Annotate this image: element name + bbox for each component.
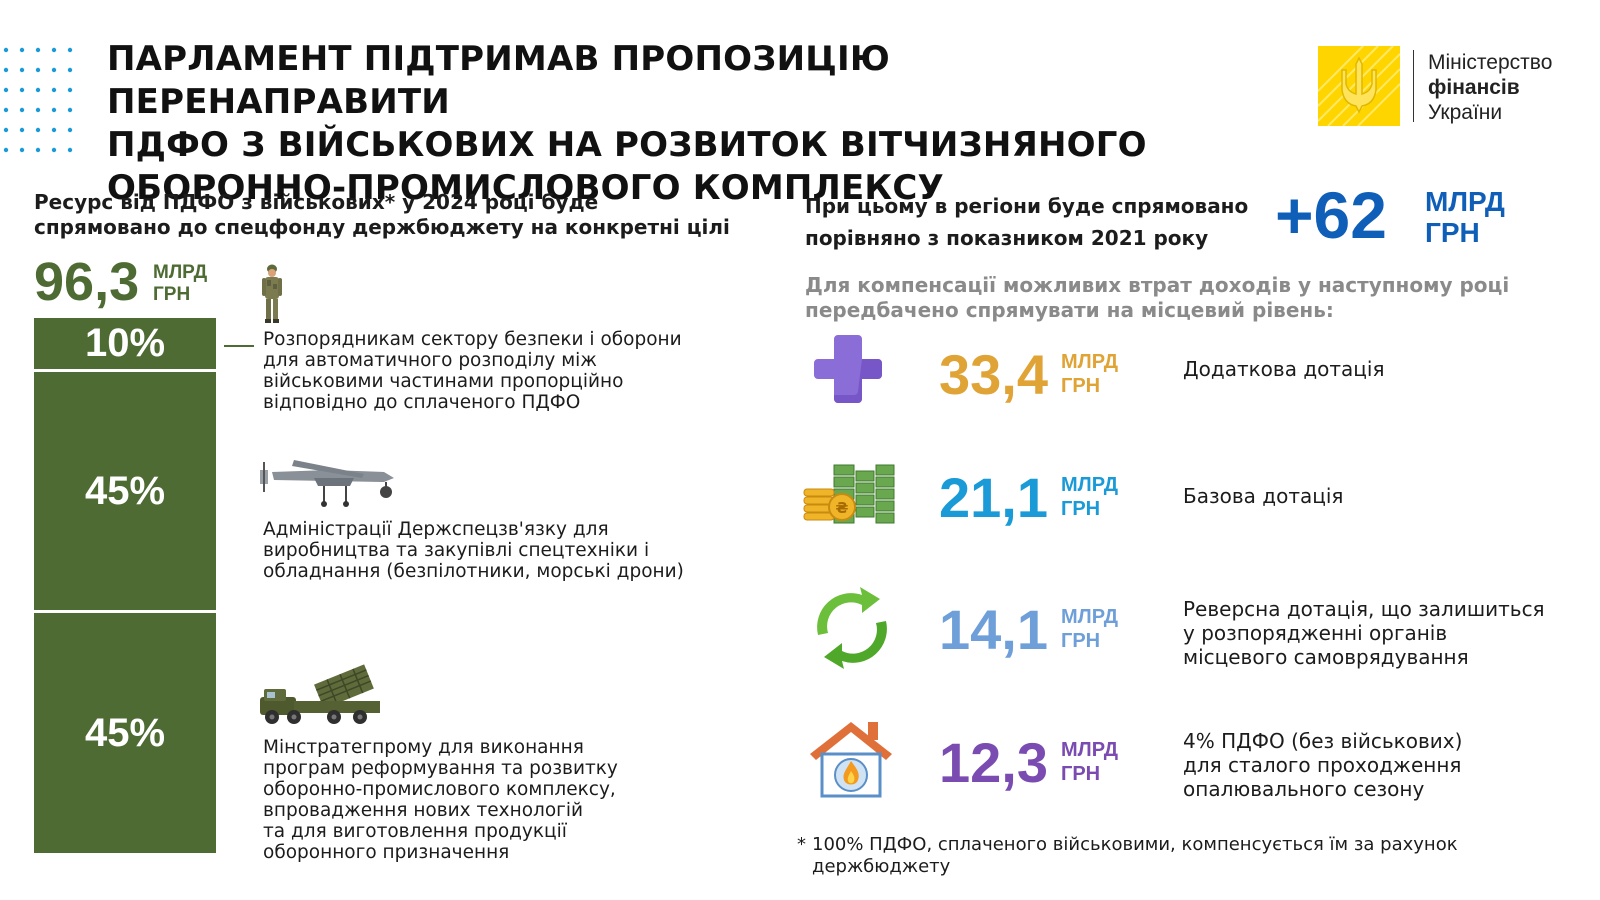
- item-unit-line: ГРН: [1061, 630, 1101, 652]
- logo-line-1: Міністерство: [1428, 51, 1553, 74]
- item-unit-line: МЛРД: [1061, 739, 1119, 761]
- compensation-note-line-1: Для компенсації можливих втрат доходів у…: [805, 273, 1510, 297]
- item-desc-line: місцевого самоврядування: [1183, 645, 1469, 669]
- item-desc-1: Додаткова дотація: [1183, 357, 1593, 381]
- headline-value: +62: [1275, 178, 1387, 252]
- recycle-arrows-icon: [817, 587, 887, 669]
- logo-line-3: України: [1428, 101, 1503, 124]
- item-desc-line: опалювального сезону: [1183, 777, 1425, 801]
- allocation-3-line: впровадження нових технологій: [263, 800, 584, 821]
- title-line-2: ПДФО З ВІЙСЬКОВИХ НА РОЗВИТОК ВІТЧИЗНЯНО…: [107, 125, 1147, 165]
- item-unit-line: МЛРД: [1061, 351, 1119, 373]
- bar-divider: [34, 610, 216, 613]
- total-unit-line-2: ГРН: [153, 284, 191, 305]
- drone-icon: [260, 460, 394, 507]
- allocation-1-line: Розпорядникам сектору безпеки і оборони: [263, 329, 682, 350]
- item-value-2: 21,1: [939, 466, 1048, 529]
- item-unit-line: ГРН: [1061, 375, 1101, 397]
- item-unit-line: МЛРД: [1061, 474, 1119, 496]
- item-value-3: 14,1: [939, 598, 1048, 661]
- item-unit-line: ГРН: [1061, 763, 1101, 785]
- allocation-1-line: відповідно до сплаченого ПДФО: [263, 392, 581, 413]
- allocation-2-line: Адміністрації Держспецзв'язку для: [263, 519, 609, 540]
- total-unit-line-1: МЛРД: [153, 262, 208, 283]
- allocation-percent-2: 45%: [84, 468, 166, 513]
- item-desc-line: у розпорядженні органів: [1183, 621, 1448, 645]
- compensation-note: Для компенсації можливих втрат доходів у…: [805, 273, 1585, 323]
- item-desc-2: Базова дотація: [1183, 484, 1593, 508]
- total-unit: МЛРД ГРН: [153, 262, 207, 306]
- right-subheading-line-2: порівняно з показником 2021 року: [805, 226, 1209, 250]
- allocation-bar-2: 45%: [34, 372, 216, 610]
- item-desc-line: Реверсна дотація, що залишиться: [1183, 597, 1545, 621]
- money-stack-icon: ₴: [803, 464, 895, 524]
- allocation-text-3: Мінстратегпрому для виконання програм ре…: [263, 737, 733, 863]
- allocation-bar-3: 45%: [34, 613, 216, 853]
- ministry-name: Міністерство фінансів України: [1428, 50, 1552, 125]
- total-value: 96,3: [34, 252, 140, 312]
- item-desc-line: Додаткова дотація: [1183, 357, 1385, 381]
- footnote: 100% ПДФО, сплаченого військовими, компе…: [812, 834, 1582, 878]
- allocation-2-line: виробництва та закупівлі спецтехніки і: [263, 540, 650, 561]
- allocation-3-line: Мінстратегпрому для виконання: [263, 737, 584, 758]
- bar-divider: [34, 369, 216, 372]
- logo-separator: [1413, 50, 1414, 122]
- right-subheading-line-1: При цьому в регіони буде спрямовано: [805, 194, 1249, 218]
- allocation-3-line: оборонного призначення: [263, 842, 510, 863]
- headline-unit: МЛРД ГРН: [1425, 186, 1505, 248]
- item-value-4: 12,3: [939, 731, 1048, 794]
- item-desc-line: Базова дотація: [1183, 484, 1344, 508]
- item-unit-line: МЛРД: [1061, 606, 1119, 628]
- footnote-star: *: [797, 834, 806, 855]
- allocation-percent-1: 10%: [84, 321, 166, 365]
- footnote-line-2: держбюджету: [812, 856, 951, 877]
- connector-line: [224, 345, 254, 347]
- soldier-icon: [262, 264, 282, 323]
- headline-unit-line-2: ГРН: [1425, 217, 1480, 248]
- item-unit-line: ГРН: [1061, 498, 1101, 520]
- rocket-launcher-truck-icon: [260, 664, 380, 724]
- item-unit-1: МЛРД ГРН: [1061, 350, 1118, 398]
- item-value-1: 33,4: [939, 343, 1048, 406]
- allocation-text-2: Адміністрації Держспецзв'язку для виробн…: [263, 519, 733, 582]
- item-desc-3: Реверсна дотація, що залишиться у розпор…: [1183, 597, 1593, 669]
- allocation-1-line: для автоматичного розподілу між: [263, 350, 597, 371]
- item-unit-4: МЛРД ГРН: [1061, 738, 1118, 786]
- allocation-3-line: оборонно-промислового комплексу,: [263, 779, 616, 800]
- allocation-1-line: військовими частинами пропорційно: [263, 371, 624, 392]
- allocation-3-line: програм реформування та розвитку: [263, 758, 618, 779]
- footnote-line-1: 100% ПДФО, сплаченого військовими, компе…: [812, 834, 1458, 855]
- item-desc-line: 4% ПДФО (без військових): [1183, 729, 1463, 753]
- allocation-3-line: та для виготовлення продукції: [263, 821, 567, 842]
- allocation-text-1: Розпорядникам сектору безпеки і оборони …: [263, 329, 733, 413]
- item-desc-4: 4% ПДФО (без військових) для сталого про…: [1183, 729, 1593, 801]
- page-title: ПАРЛАМЕНТ ПІДТРИМАВ ПРОПОЗИЦІЮ ПЕРЕНАПРА…: [107, 38, 1227, 210]
- allocation-percent-3: 45%: [84, 710, 166, 755]
- item-unit-2: МЛРД ГРН: [1061, 473, 1118, 521]
- ministry-logo-trident-icon: [1318, 46, 1400, 126]
- dot-grid-decoration: [3, 47, 73, 153]
- svg-text:₴: ₴: [836, 499, 849, 517]
- house-heating-icon: [810, 722, 892, 798]
- allocation-bar-1: 10%: [34, 318, 216, 369]
- left-subheading-line-2: спрямовано до спецфонду держбюджету на к…: [34, 215, 730, 239]
- right-subheading: При цьому в регіони буде спрямовано порі…: [805, 190, 1285, 254]
- allocation-2-line: обладнання (безпілотники, морські дрони): [263, 561, 684, 582]
- logo-line-2: фінансів: [1428, 76, 1520, 99]
- title-line-3: ОБОРОННО-ПРОМИСЛОВОГО КОМПЛЕКСУ: [107, 168, 944, 208]
- left-subheading-line-1: Ресурс від ПДФО з військових* у 2024 роц…: [34, 190, 599, 214]
- headline-unit-line-1: МЛРД: [1425, 186, 1505, 217]
- compensation-note-line-2: передбачено спрямувати на місцевий рівен…: [805, 298, 1334, 322]
- item-desc-line: для сталого проходження: [1183, 753, 1462, 777]
- item-unit-3: МЛРД ГРН: [1061, 605, 1118, 653]
- left-subheading: Ресурс від ПДФО з військових* у 2024 роц…: [34, 190, 774, 240]
- plus-icon: [814, 335, 882, 403]
- title-line-1: ПАРЛАМЕНТ ПІДТРИМАВ ПРОПОЗИЦІЮ ПЕРЕНАПРА…: [107, 39, 890, 122]
